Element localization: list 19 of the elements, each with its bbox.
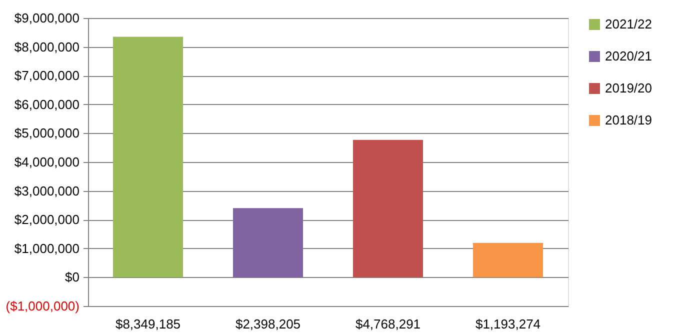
y-tick-label: $9,000,000 [14,10,80,26]
y-tick-label: $7,000,000 [14,68,80,84]
x-tick-label: $8,349,185 [115,316,181,332]
y-tick-label: ($1,000,000) [6,298,80,314]
x-tick-label: $1,193,274 [475,316,541,332]
y-tick-label: $6,000,000 [14,96,80,112]
y-tick-label: $3,000,000 [14,183,80,198]
x-tick-label: $4,768,291 [355,316,421,332]
y-tick-label: $8,000,000 [14,39,80,54]
legend-label: 2021/22 [605,16,652,32]
y-tick-label: $5,000,000 [14,126,80,141]
legend-label: 2019/20 [605,80,652,96]
legend-label: 2020/21 [605,48,652,64]
y-tick-label: $1,000,000 [14,240,80,256]
x-tick-label: $2,398,205 [235,316,301,332]
y-tick-label: $2,000,000 [14,212,80,228]
legend-label: 2018/19 [605,112,652,128]
y-tick-label: $0 [65,270,80,285]
y-tick-label: $4,000,000 [14,154,80,170]
